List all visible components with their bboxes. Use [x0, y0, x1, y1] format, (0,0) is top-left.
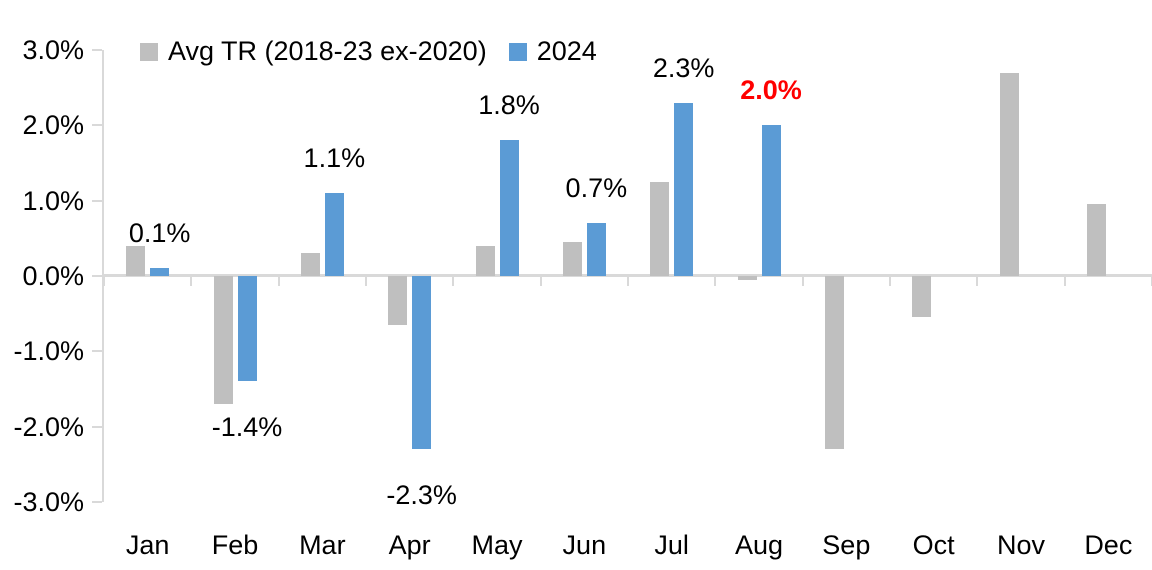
data-label-may: 1.8%: [478, 90, 540, 121]
bar-2024-apr: [412, 276, 432, 450]
x-label-jul: Jul: [654, 530, 689, 560]
bar-avg-mar: [300, 253, 320, 276]
legend-label-2024: 2024: [536, 36, 597, 66]
data-label-aug: 2.0%: [740, 75, 802, 106]
x-label-mar: Mar: [299, 530, 346, 560]
category-tick: [103, 277, 105, 286]
bar-avg-nov: [999, 72, 1019, 276]
bar-avg-aug: [737, 276, 757, 280]
bar-2024-aug: [761, 125, 781, 276]
y-axis-tick: [92, 124, 102, 127]
legend-swatch-avg-tr: [140, 42, 158, 61]
bar-2024-jan: [150, 268, 170, 276]
bar-2024-may: [499, 140, 519, 276]
y-axis-tick: [92, 275, 102, 277]
bar-avg-sep: [824, 276, 844, 450]
y-tick-label: 3.0%: [22, 35, 84, 65]
category-tick: [1063, 277, 1066, 286]
y-tick-label: 0.0%: [22, 261, 84, 291]
bar-avg-may: [475, 245, 495, 276]
legend-item-avg-tr: Avg TR (2018-23 ex-2020): [140, 36, 487, 67]
x-label-may: May: [471, 530, 523, 560]
y-tick-label: -3.0%: [13, 486, 84, 517]
category-tick: [976, 277, 979, 286]
bar-avg-jan: [126, 245, 146, 276]
y-axis-tick: [92, 425, 102, 428]
x-label-nov: Nov: [996, 530, 1045, 560]
category-tick: [627, 277, 629, 286]
x-label-dec: Dec: [1084, 530, 1133, 560]
category-tick: [539, 277, 542, 286]
y-axis-tick: [92, 350, 102, 353]
bar-avg-jun: [562, 242, 582, 276]
x-zero-line: [102, 274, 1152, 277]
data-label-jun: 0.7%: [565, 173, 628, 204]
y-tick-label: 1.0%: [22, 185, 84, 216]
data-label-mar: 1.1%: [303, 143, 366, 174]
bar-avg-apr: [388, 276, 408, 325]
category-tick: [801, 277, 804, 286]
y-axis-tick: [92, 49, 102, 51]
x-label-jun: Jun: [562, 530, 607, 560]
y-axis-tick: [92, 199, 102, 202]
category-tick: [190, 277, 193, 286]
bar-2024-jun: [586, 223, 606, 276]
legend-swatch-2024: [508, 42, 527, 61]
x-label-sep: Sep: [822, 530, 871, 560]
y-tick-label: -2.0%: [13, 411, 84, 442]
data-label-feb: -1.4%: [211, 412, 283, 443]
bar-avg-dec: [1086, 204, 1106, 276]
legend: Avg TR (2018-23 ex-2020) 2024: [140, 36, 597, 67]
y-axis-tick: [92, 500, 102, 503]
category-tick: [452, 277, 455, 286]
category-tick: [714, 277, 717, 286]
category-tick: [889, 277, 891, 286]
category-tick: [365, 277, 367, 286]
legend-label-avg-tr: Avg TR (2018-23 ex-2020): [168, 36, 487, 66]
x-label-aug: Aug: [734, 530, 784, 560]
data-label-jul: 2.3%: [652, 52, 715, 83]
bar-2024-feb: [237, 276, 257, 382]
y-tick-label: -1.0%: [13, 336, 84, 367]
x-label-oct: Oct: [912, 530, 955, 560]
x-label-feb: Feb: [211, 530, 259, 560]
bar-avg-feb: [213, 276, 233, 405]
category-tick: [277, 277, 280, 286]
x-label-apr: Apr: [388, 530, 431, 560]
legend-item-2024: 2024: [508, 36, 597, 67]
x-label-jan: Jan: [125, 530, 170, 560]
y-tick-label: 2.0%: [22, 110, 84, 141]
bar-2024-mar: [324, 193, 344, 276]
bar-avg-jul: [650, 181, 670, 276]
bar-avg-oct: [912, 276, 932, 318]
bar-2024-jul: [674, 102, 694, 276]
data-label-jan: 0.1%: [128, 218, 191, 249]
data-label-apr: -2.3%: [386, 480, 457, 511]
